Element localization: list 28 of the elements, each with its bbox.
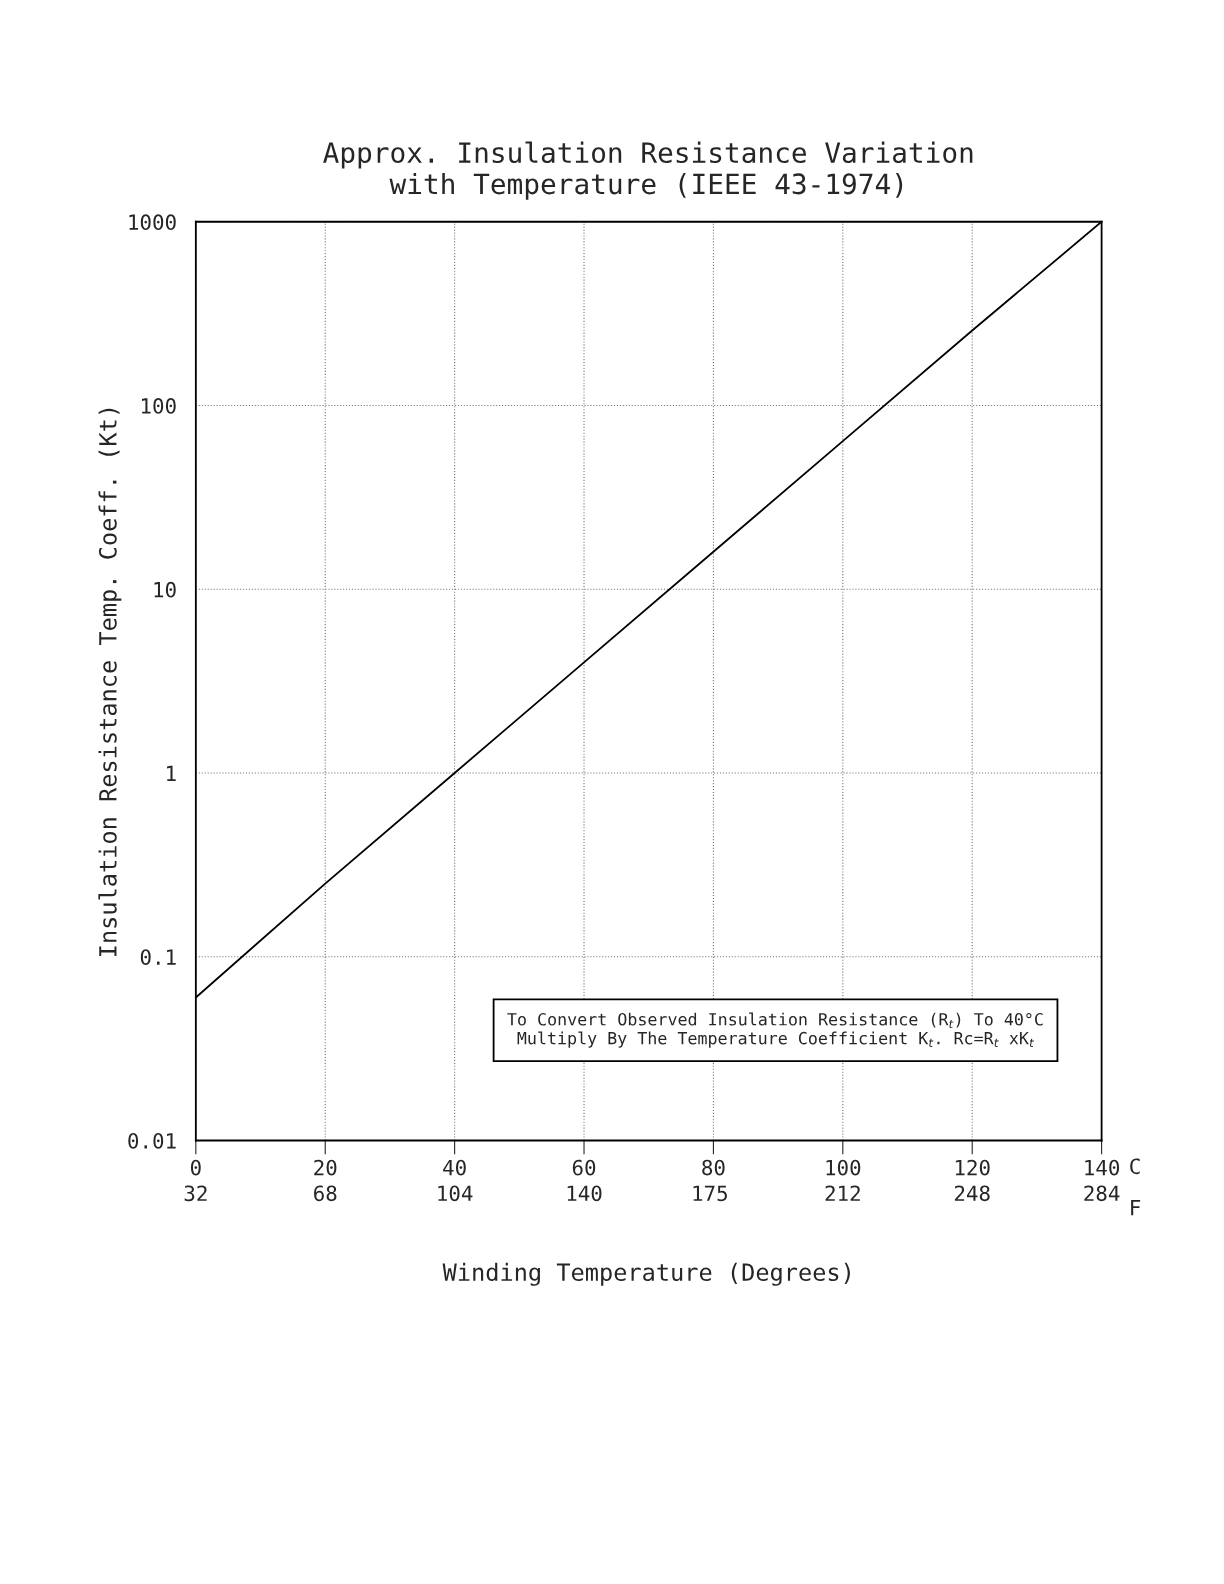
text: F — [1131, 1200, 1141, 1216]
x-tick-label: 100 — [826, 1159, 861, 1176]
x-tick-label: 40 — [443, 1159, 466, 1176]
x2-tick-label: 104 — [438, 1185, 473, 1202]
x2-tick-label: 32 — [184, 1185, 207, 1202]
y-tick-label: 100 — [141, 398, 176, 414]
text: C — [1130, 1158, 1140, 1175]
x2-tick-label: 68 — [314, 1185, 337, 1202]
x-tick-label: 140 — [1085, 1159, 1120, 1176]
y-tick-label: 0.01 — [128, 1132, 176, 1149]
x2-tick-label: 140 — [567, 1185, 602, 1202]
y-tick-label: 1 — [167, 765, 176, 781]
x-axis-title: Winding Temperature (Degrees) — [442, 1262, 850, 1286]
x-tick-label: 20 — [314, 1159, 337, 1176]
x-tick-label: 0 — [190, 1159, 201, 1176]
x2-tick-label: 248 — [954, 1185, 990, 1202]
chart-title: Approx. Insulation Resistance Variation with Temperature (IEEE 43-1974) — [323, 141, 973, 200]
y-tick-label: 10 — [154, 581, 176, 598]
y-tick-label: 1000 — [129, 214, 176, 231]
x-tick-label: 120 — [955, 1159, 990, 1176]
y-axis-title: Insulation Resistance Temp. Coeff. (Kt) — [98, 408, 122, 956]
x-tick-label: 60 — [572, 1159, 596, 1176]
y-tick-label: 0.1 — [140, 949, 176, 965]
x2-tick-label: 212 — [825, 1185, 860, 1201]
x2-tick-label: 175 — [693, 1185, 727, 1202]
x-tick-label: 80 — [702, 1159, 725, 1176]
x2-tick-label: 284 — [1084, 1185, 1120, 1202]
text: To Convert Observed Insulation Resistance (R$_{t}$) To 40°C Multiply By The Temperature Coefficient K$_{t}$. Rc=R$_{t}$ xK$_{t}$ — [507, 1012, 1043, 1048]
